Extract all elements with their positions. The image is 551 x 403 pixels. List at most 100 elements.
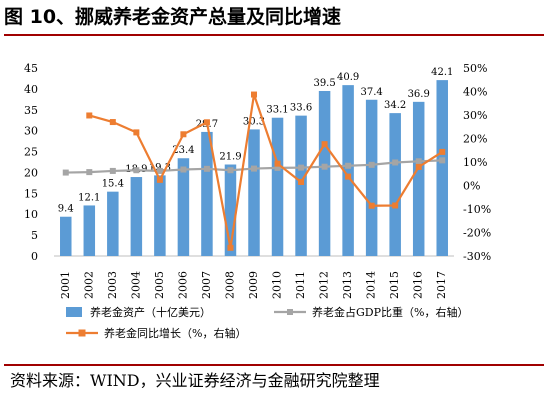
gdp-share-point-2015 — [392, 159, 399, 166]
y-right-tick-label: 20% — [463, 133, 487, 146]
gdp-share-point-2003 — [109, 167, 116, 174]
bar-label-2010: 33.1 — [266, 105, 288, 116]
y-right-tick-label: 10% — [463, 156, 487, 169]
gdp-share-point-2009 — [251, 165, 257, 172]
gdp-share-point-2005 — [156, 167, 163, 174]
x-tick-label: 2005 — [153, 271, 166, 299]
bar-label-2017: 42.1 — [431, 67, 453, 78]
y-left-tick-label: 0 — [31, 250, 38, 263]
axes-layer: 0 5 10 15 20 25 30 35 40 45 -30% -20% -10% 0% 10% 20% 30… — [24, 62, 491, 299]
bar-label-2006: 23.4 — [172, 145, 194, 156]
bar-2010 — [271, 117, 284, 257]
yoy-growth-point-2013 — [345, 173, 352, 180]
x-tick-label: 2014 — [365, 271, 378, 299]
bar-label-2001: 9.4 — [58, 204, 74, 215]
yoy-growth-point-2015 — [392, 202, 399, 209]
y-right-tick-label: -30% — [463, 250, 491, 263]
yoy-growth-point-2003 — [109, 119, 116, 126]
yoy-growth-point-2006 — [180, 131, 187, 138]
y-left-tick-label: 45 — [24, 62, 38, 75]
bar-label-2002: 12.1 — [78, 192, 100, 203]
gdp-share-point-2017 — [439, 157, 446, 164]
bar-label-2015: 34.2 — [384, 100, 406, 111]
x-tick-label: 2016 — [412, 271, 425, 299]
bar-2007 — [201, 131, 213, 256]
yoy-growth-point-2014 — [368, 202, 375, 209]
bar-2009 — [248, 129, 260, 256]
yoy-growth-point-2017 — [439, 148, 446, 155]
y-right-tick-label: -20% — [463, 227, 491, 240]
gdp-share-point-2002 — [86, 169, 93, 176]
legend-layer: 养老金资产（十亿美元） 养老金占GDP比重（%，右轴） 养老金同比增长（%，右轴） — [66, 305, 468, 340]
bar-label-2005: 19.3 — [149, 162, 171, 173]
gdp-share-point-2011 — [298, 164, 305, 171]
yoy-growth-point-2010 — [274, 160, 281, 167]
x-tick-label: 2007 — [200, 271, 213, 299]
bar-2003 — [107, 191, 119, 256]
bar-label-2011: 33.6 — [290, 103, 312, 114]
bar-label-2009: 30.3 — [243, 116, 265, 127]
bar-2006 — [177, 158, 190, 256]
y-right-tick-label: 50% — [463, 62, 487, 75]
y-right-tick-label: 40% — [463, 86, 487, 99]
x-tick-label: 2015 — [388, 271, 401, 299]
source-rule — [4, 364, 544, 366]
gdp-share-point-2010 — [274, 164, 281, 171]
x-tick-label: 2017 — [435, 271, 448, 299]
gdp-share-point-2007 — [203, 165, 210, 172]
y-right-tick-label: 30% — [463, 109, 487, 122]
legend-yoy-marker — [78, 329, 86, 337]
x-tick-label: 2003 — [106, 271, 119, 299]
x-tick-label: 2006 — [176, 271, 189, 299]
bar-label-2008: 21.9 — [219, 152, 241, 163]
x-tick-label: 2004 — [129, 271, 142, 299]
bar-2002 — [83, 205, 96, 256]
yoy-growth-point-2007 — [203, 119, 210, 126]
legend-bar-label: 养老金资产（十亿美元） — [90, 305, 211, 319]
gdp-share-point-2004 — [133, 167, 140, 174]
bar-2004 — [130, 177, 143, 256]
bar-2013 — [342, 85, 354, 256]
x-tick-label: 2011 — [294, 271, 307, 299]
yoy-growth-line — [88, 94, 443, 248]
gdp-share-point-2001 — [62, 169, 69, 176]
y-left-tick-label: 15 — [24, 187, 38, 200]
yoy-line-layer — [86, 91, 446, 251]
yoy-growth-point-2012 — [321, 141, 328, 148]
yoy-growth-point-2002 — [86, 112, 93, 119]
x-tick-label: 2009 — [247, 271, 260, 299]
bar-label-2003: 15.4 — [102, 179, 124, 190]
gdp-share-point-2014 — [368, 161, 375, 168]
y-left-tick-label: 25 — [24, 146, 38, 159]
gdp-share-point-2006 — [180, 166, 187, 173]
y-right-tick-label: 0% — [463, 180, 480, 193]
y-left-tick-label: 40 — [24, 83, 38, 96]
bar-2012 — [318, 90, 331, 256]
bar-label-2014: 37.4 — [361, 87, 383, 98]
gdp-share-point-2013 — [345, 162, 352, 169]
x-tick-label: 2008 — [223, 271, 236, 299]
bar-2008 — [224, 164, 237, 256]
source-note: 资料来源：WIND，兴业证券经济与金融研究院整理 — [10, 371, 380, 390]
y-right-tick-label: -10% — [463, 203, 491, 216]
bar-2014 — [365, 99, 378, 256]
x-tick-label: 2002 — [82, 271, 95, 299]
bar-2001 — [60, 216, 72, 256]
chart: 0 5 10 15 20 25 30 35 40 45 -30% -20% -10% 0% 10% 20% 30… — [4, 39, 544, 355]
gdp-share-point-2008 — [227, 167, 234, 174]
bar-2015 — [389, 113, 401, 257]
y-left-tick-label: 5 — [31, 229, 38, 242]
title-rule — [4, 34, 544, 36]
bar-label-2016: 36.9 — [408, 89, 430, 100]
x-tick-label: 2010 — [271, 271, 284, 299]
yoy-growth-point-2004 — [133, 129, 140, 136]
gdp-share-point-2016 — [415, 158, 422, 165]
bar-2011 — [295, 115, 307, 256]
y-left-tick-label: 30 — [24, 125, 38, 138]
x-tick-label: 2001 — [59, 271, 72, 299]
bar-2005 — [154, 175, 166, 256]
figure-title: 图 10、挪威养老金资产总量及同比增速 — [4, 6, 342, 28]
x-tick-label: 2012 — [318, 271, 331, 299]
bar-label-2013: 40.9 — [337, 72, 359, 83]
bars-layer — [60, 80, 448, 257]
